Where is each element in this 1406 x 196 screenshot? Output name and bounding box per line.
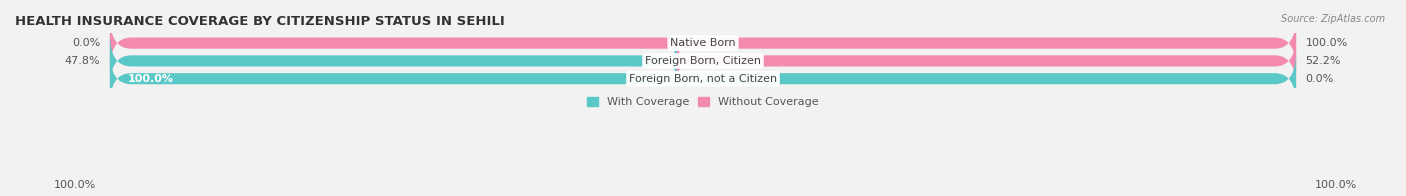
Text: 0.0%: 0.0% <box>72 38 100 48</box>
Text: Foreign Born, not a Citizen: Foreign Born, not a Citizen <box>628 74 778 84</box>
Text: Source: ZipAtlas.com: Source: ZipAtlas.com <box>1281 14 1385 24</box>
FancyBboxPatch shape <box>676 34 1296 87</box>
FancyBboxPatch shape <box>110 52 1296 105</box>
Text: 100.0%: 100.0% <box>128 74 174 84</box>
FancyBboxPatch shape <box>110 17 1296 70</box>
Text: 52.2%: 52.2% <box>1306 56 1341 66</box>
FancyBboxPatch shape <box>110 52 1296 105</box>
Text: 100.0%: 100.0% <box>1306 38 1348 48</box>
Legend: With Coverage, Without Coverage: With Coverage, Without Coverage <box>582 93 824 112</box>
Text: Native Born: Native Born <box>671 38 735 48</box>
FancyBboxPatch shape <box>110 17 1296 70</box>
Text: 0.0%: 0.0% <box>1306 74 1334 84</box>
FancyBboxPatch shape <box>110 34 1296 87</box>
Text: Foreign Born, Citizen: Foreign Born, Citizen <box>645 56 761 66</box>
Text: HEALTH INSURANCE COVERAGE BY CITIZENSHIP STATUS IN SEHILI: HEALTH INSURANCE COVERAGE BY CITIZENSHIP… <box>15 15 505 28</box>
Text: 100.0%: 100.0% <box>53 180 96 190</box>
Text: 47.8%: 47.8% <box>65 56 100 66</box>
Text: 100.0%: 100.0% <box>1315 180 1357 190</box>
FancyBboxPatch shape <box>110 34 676 87</box>
